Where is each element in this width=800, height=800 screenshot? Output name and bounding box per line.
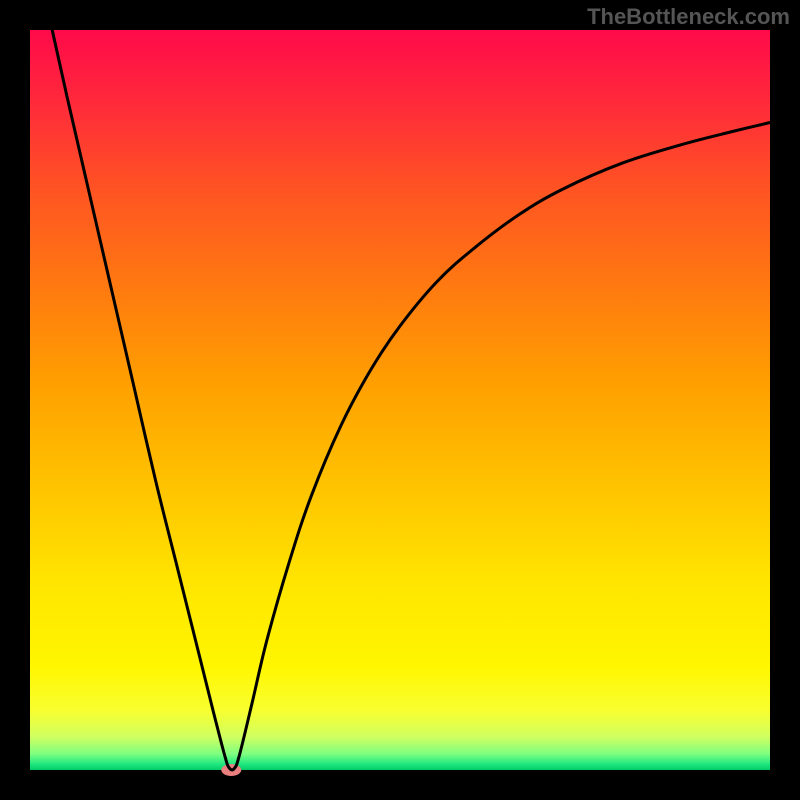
chart-container: TheBottleneck.com (0, 0, 800, 800)
watermark-text: TheBottleneck.com (587, 4, 790, 30)
bottleneck-chart (0, 0, 800, 800)
plot-background (30, 30, 770, 770)
